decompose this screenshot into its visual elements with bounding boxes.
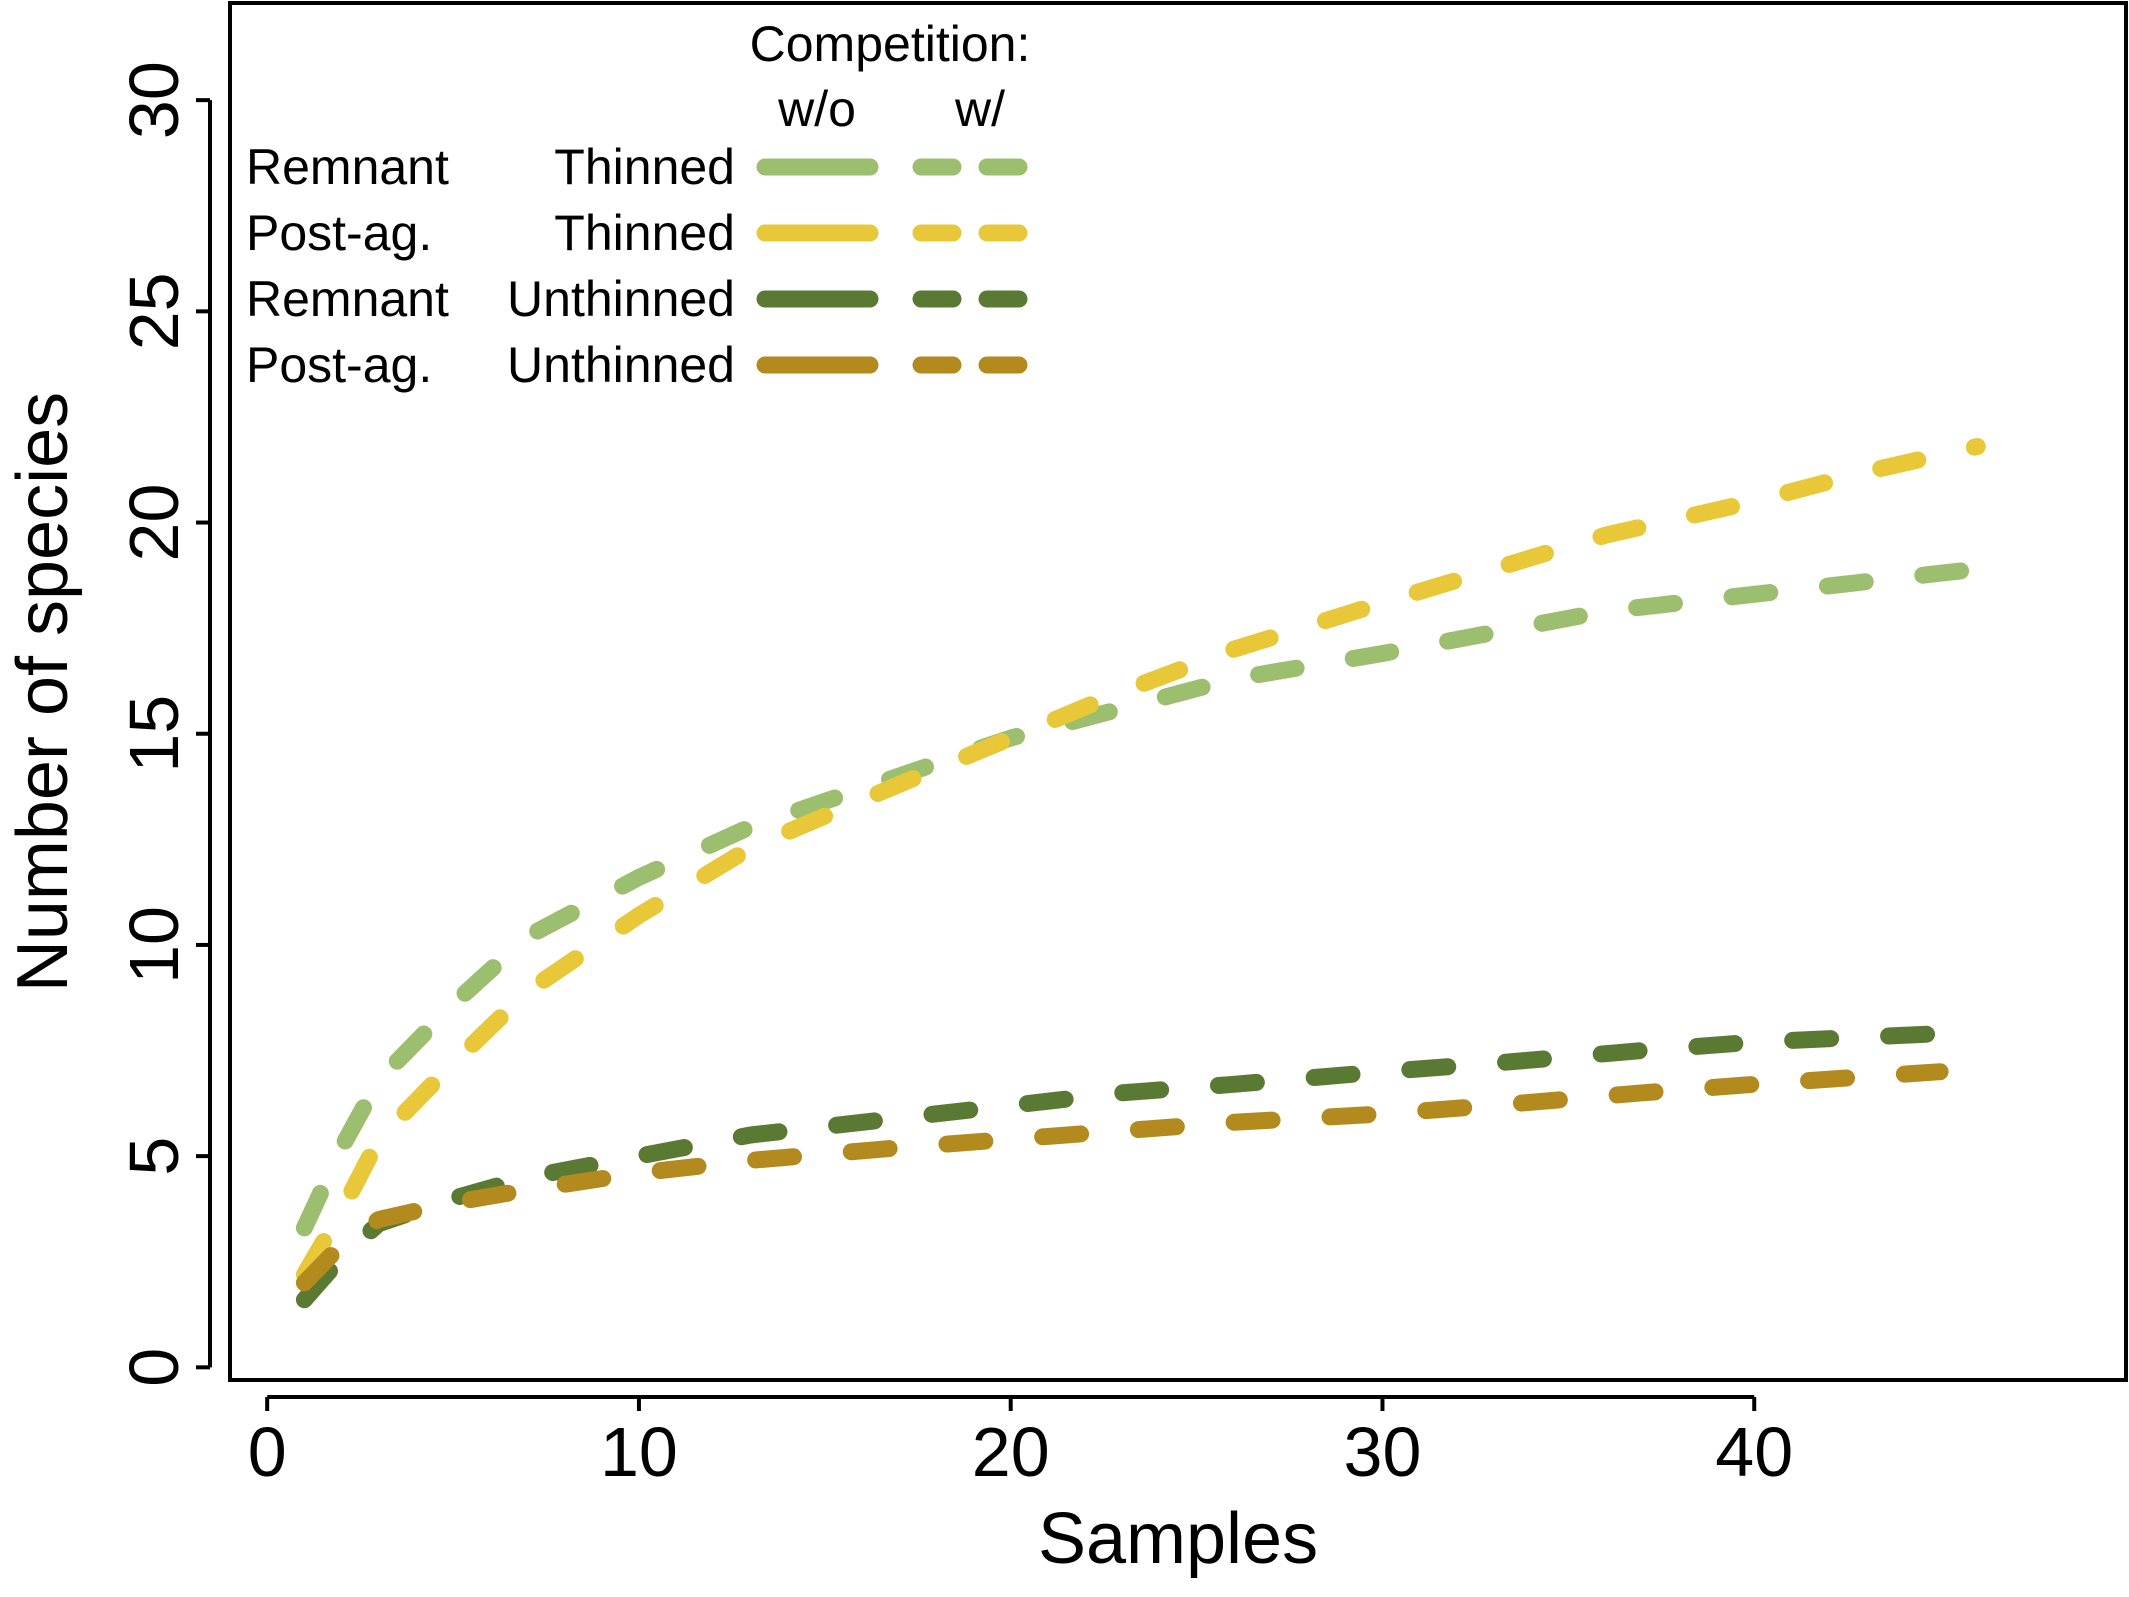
x-tick-label: 0 [248, 1413, 287, 1491]
legend-treatment-label: Thinned [554, 139, 735, 195]
x-tick-label: 20 [972, 1413, 1050, 1491]
legend-treatment-label: Thinned [554, 205, 735, 261]
legend-site-label: Post-ag. [246, 337, 432, 393]
legend-header-with: w/ [954, 81, 1005, 137]
series-line [295, 556, 2023, 1237]
x-axis-title: Samples [1038, 1499, 1318, 1579]
y-tick-label: 30 [115, 61, 193, 139]
y-tick-label: 5 [115, 1137, 193, 1176]
legend-site-label: Remnant [246, 271, 449, 327]
plot-frame [228, 1, 2128, 1382]
legend-title: Competition: [750, 16, 1031, 72]
legend-header-without: w/o [777, 81, 856, 137]
legend-treatment-label: Unthinned [507, 337, 735, 393]
y-axis: 0 5 10 15 20 25 30 [115, 61, 212, 1387]
series-line [295, 1063, 1949, 1292]
y-axis-title: Number of species [3, 392, 83, 992]
y-tick-label: 20 [115, 484, 193, 562]
y-tick-label: 25 [115, 272, 193, 350]
y-tick-label: 15 [115, 695, 193, 773]
series-line [295, 1025, 1949, 1309]
y-tick-label: 0 [115, 1348, 193, 1387]
legend-site-label: Remnant [246, 139, 449, 195]
x-tick-label: 40 [1715, 1413, 1793, 1491]
legend-site-label: Post-ag. [246, 205, 432, 261]
series-layer [295, 438, 2023, 1309]
legend-treatment-label: Unthinned [507, 271, 735, 327]
x-tick-label: 10 [600, 1413, 678, 1491]
x-tick-label: 30 [1344, 1413, 1422, 1491]
legend: Competition: w/o w/ Remnant Thinned Post-a… [246, 16, 1035, 393]
x-axis: 0 10 20 30 40 [248, 1395, 1793, 1491]
series-line [295, 438, 1986, 1283]
y-tick-label: 10 [115, 906, 193, 984]
